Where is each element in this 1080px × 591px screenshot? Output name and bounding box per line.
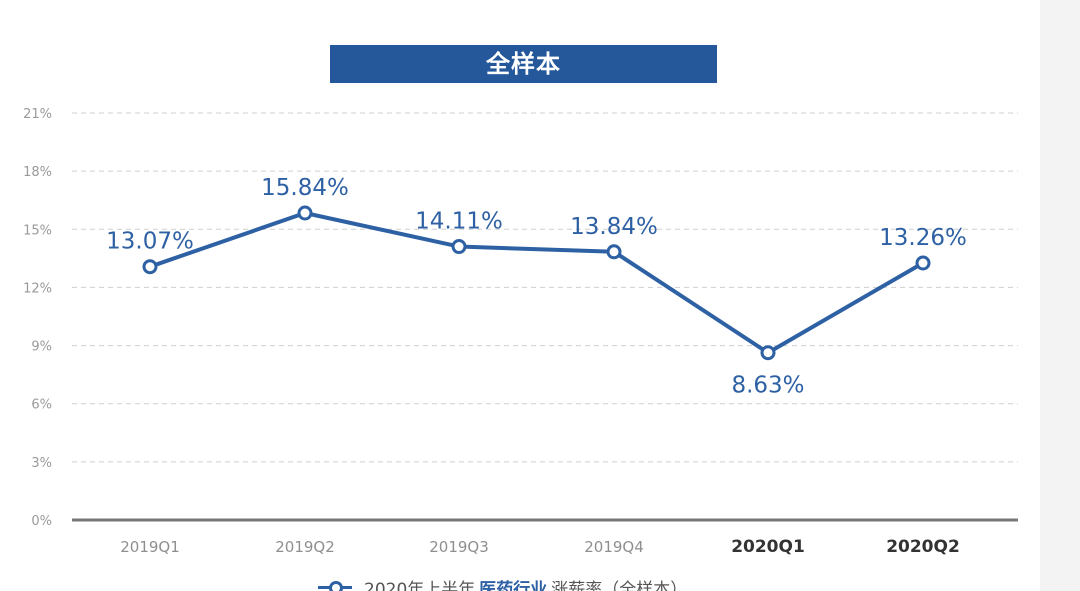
- y-tick-label: 12%: [23, 281, 52, 296]
- x-tick-label: 2019Q2: [275, 538, 335, 556]
- y-tick-label: 18%: [23, 165, 52, 180]
- data-label: 13.07%: [106, 229, 194, 255]
- grid-layer: [72, 112, 1018, 522]
- data-point: [760, 345, 776, 361]
- y-tick-label: 6%: [31, 398, 52, 413]
- y-tick-label: 3%: [31, 456, 52, 471]
- data-point: [142, 259, 158, 275]
- y-tick-label: 15%: [23, 223, 52, 238]
- data-label: 13.84%: [570, 214, 658, 240]
- legend-prefix: 2020年上半年: [364, 579, 476, 591]
- side-strip: [1040, 0, 1080, 591]
- y-axis-ticks: 0% 3% 6% 9% 12% 15% 18% 21%: [23, 107, 52, 529]
- x-tick-label: 2019Q3: [429, 538, 489, 556]
- legend-suffix: 涨薪率（全样本）: [551, 579, 688, 591]
- series-layer: [142, 205, 931, 361]
- y-tick-label: 9%: [31, 340, 52, 355]
- x-tick-label: 2019Q1: [120, 538, 180, 556]
- data-point: [297, 205, 313, 221]
- data-labels: 13.07% 15.84% 14.11% 13.84% 8.63% 13.26%: [106, 175, 967, 399]
- data-point: [606, 244, 622, 260]
- x-tick-label: 2020Q1: [731, 537, 805, 557]
- x-axis-ticks: 2019Q1 2019Q2 2019Q3 2019Q4 2020Q1 2020Q2: [120, 537, 960, 557]
- x-tick-label: 2020Q2: [886, 537, 960, 557]
- chart-title: 全样本: [330, 45, 717, 83]
- data-point: [915, 255, 931, 271]
- data-label: 14.11%: [415, 209, 503, 235]
- data-label: 13.26%: [879, 225, 967, 251]
- y-tick-label: 21%: [23, 107, 52, 122]
- line-chart: 0%3%6%9%12%15%18%21% 2019Q1 2019Q2 2019Q3 2…: [23, 107, 1018, 557]
- legend: 2020年上半年 医药行业 涨薪率（全样本）: [318, 572, 687, 591]
- series-line: [149, 211, 925, 355]
- x-tick-label: 2019Q4: [584, 538, 644, 556]
- y-tick-label: 0%: [31, 514, 52, 529]
- legend-marker-icon: [318, 580, 352, 591]
- data-label: 8.63%: [731, 373, 804, 399]
- data-label: 15.84%: [261, 175, 349, 201]
- legend-highlight: 医药行业: [479, 579, 548, 591]
- data-point: [451, 239, 467, 255]
